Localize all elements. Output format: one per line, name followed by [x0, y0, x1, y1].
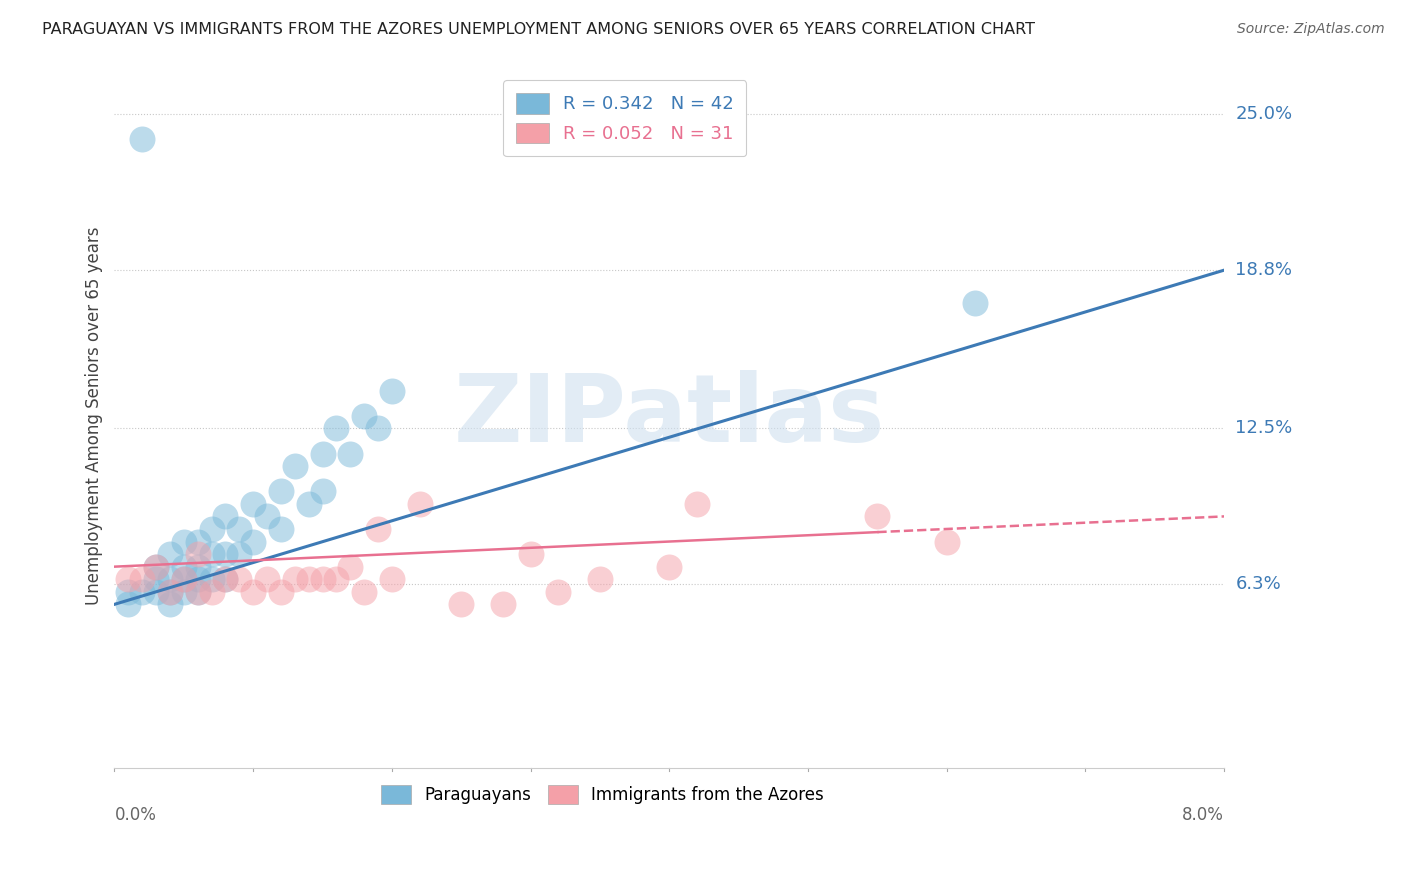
Point: [367, 421, 389, 435]
Point: [200, 572, 222, 586]
Point: [339, 559, 361, 574]
Point: [228, 522, 250, 536]
Point: [187, 559, 209, 574]
Point: [547, 584, 569, 599]
Point: [325, 421, 347, 435]
Point: [228, 547, 250, 561]
Point: [173, 584, 195, 599]
Point: [298, 497, 321, 511]
Point: [159, 584, 181, 599]
Point: [381, 384, 404, 398]
Point: [519, 547, 541, 561]
Point: [200, 584, 222, 599]
Point: [866, 509, 889, 524]
Point: [214, 572, 236, 586]
Text: 8.0%: 8.0%: [1182, 806, 1225, 824]
Point: [187, 534, 209, 549]
Text: 25.0%: 25.0%: [1236, 105, 1292, 123]
Point: [270, 584, 292, 599]
Point: [117, 584, 139, 599]
Point: [131, 572, 153, 586]
Text: 12.5%: 12.5%: [1236, 419, 1292, 437]
Text: 6.3%: 6.3%: [1236, 575, 1281, 593]
Point: [242, 497, 264, 511]
Point: [187, 547, 209, 561]
Point: [200, 522, 222, 536]
Point: [173, 572, 195, 586]
Point: [589, 572, 612, 586]
Point: [187, 572, 209, 586]
Text: 18.8%: 18.8%: [1236, 261, 1292, 279]
Point: [256, 572, 278, 586]
Point: [658, 559, 681, 574]
Point: [214, 547, 236, 561]
Point: [339, 446, 361, 460]
Point: [145, 572, 167, 586]
Point: [159, 584, 181, 599]
Point: [450, 598, 472, 612]
Point: [117, 598, 139, 612]
Y-axis label: Unemployment Among Seniors over 65 years: Unemployment Among Seniors over 65 years: [86, 227, 103, 605]
Point: [187, 584, 209, 599]
Legend: Paraguayans, Immigrants from the Azores: Paraguayans, Immigrants from the Azores: [373, 776, 832, 812]
Point: [311, 484, 333, 499]
Point: [228, 572, 250, 586]
Point: [270, 522, 292, 536]
Point: [173, 572, 195, 586]
Point: [117, 572, 139, 586]
Point: [159, 572, 181, 586]
Point: [381, 572, 404, 586]
Point: [131, 584, 153, 599]
Point: [311, 446, 333, 460]
Text: PARAGUAYAN VS IMMIGRANTS FROM THE AZORES UNEMPLOYMENT AMONG SENIORS OVER 65 YEAR: PARAGUAYAN VS IMMIGRANTS FROM THE AZORES…: [42, 22, 1035, 37]
Point: [284, 572, 307, 586]
Point: [298, 572, 321, 586]
Point: [367, 522, 389, 536]
Point: [159, 598, 181, 612]
Point: [145, 559, 167, 574]
Text: ZIPatlas: ZIPatlas: [454, 370, 884, 462]
Point: [935, 534, 957, 549]
Point: [200, 547, 222, 561]
Point: [256, 509, 278, 524]
Text: Source: ZipAtlas.com: Source: ZipAtlas.com: [1237, 22, 1385, 37]
Point: [214, 572, 236, 586]
Point: [173, 559, 195, 574]
Point: [242, 534, 264, 549]
Text: 0.0%: 0.0%: [114, 806, 156, 824]
Point: [145, 584, 167, 599]
Point: [686, 497, 709, 511]
Point: [214, 509, 236, 524]
Point: [963, 295, 986, 310]
Point: [173, 534, 195, 549]
Point: [159, 547, 181, 561]
Point: [353, 409, 375, 423]
Point: [131, 132, 153, 146]
Point: [145, 559, 167, 574]
Point: [311, 572, 333, 586]
Point: [408, 497, 430, 511]
Point: [187, 584, 209, 599]
Point: [270, 484, 292, 499]
Point: [284, 459, 307, 474]
Point: [353, 584, 375, 599]
Point: [492, 598, 515, 612]
Point: [325, 572, 347, 586]
Point: [242, 584, 264, 599]
